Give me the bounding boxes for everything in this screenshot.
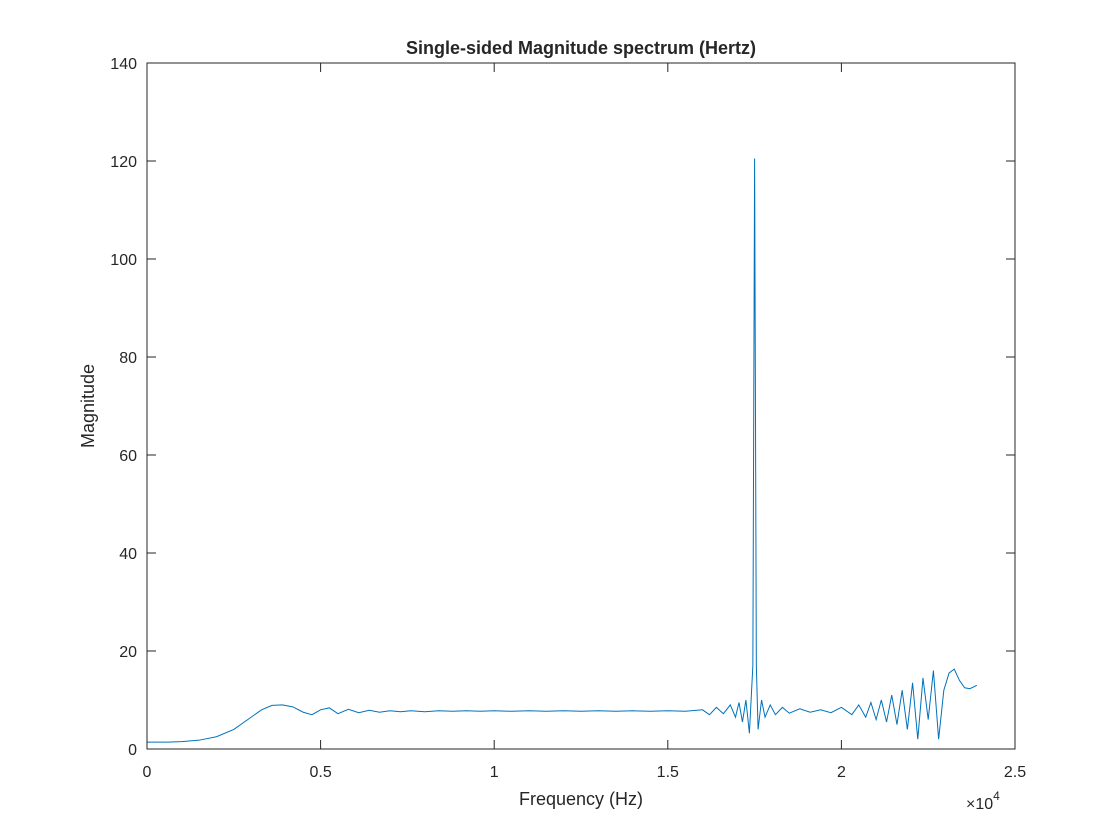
y-tick-labels: 0 20 40 60 80 100 120 140 <box>110 56 137 759</box>
y-tick-label: 0 <box>128 742 137 759</box>
y-tick-label: 20 <box>119 644 137 661</box>
x-exponent-base: ×10 <box>966 796 993 813</box>
axes-box <box>146 62 1016 750</box>
y-axis-label: Magnitude <box>78 364 98 448</box>
x-tick-label: 2.5 <box>1004 764 1026 781</box>
x-tick-label: 0 <box>143 764 152 781</box>
y-tick-label: 100 <box>110 252 137 269</box>
plot-area <box>147 63 1015 749</box>
x-tick-label: 2 <box>837 764 846 781</box>
x-tick-labels: 0 0.5 1 1.5 2 2.5 <box>143 764 1027 781</box>
y-tick-label: 140 <box>110 56 137 73</box>
x-axis-exponent: ×104 <box>966 789 1000 813</box>
y-tick-label: 120 <box>110 154 137 171</box>
y-tick-label: 40 <box>119 546 137 563</box>
y-tick-label: 60 <box>119 448 137 465</box>
x-exponent-power: 4 <box>993 789 1000 803</box>
x-axis-label: Frequency (Hz) <box>519 789 643 809</box>
chart-title: Single-sided Magnitude spectrum (Hertz) <box>406 38 756 58</box>
series-line <box>147 158 978 743</box>
x-tick-label: 1 <box>490 764 499 781</box>
x-tick-label: 1.5 <box>657 764 679 781</box>
x-tick-label: 0.5 <box>309 764 331 781</box>
y-tick-label: 80 <box>119 350 137 367</box>
